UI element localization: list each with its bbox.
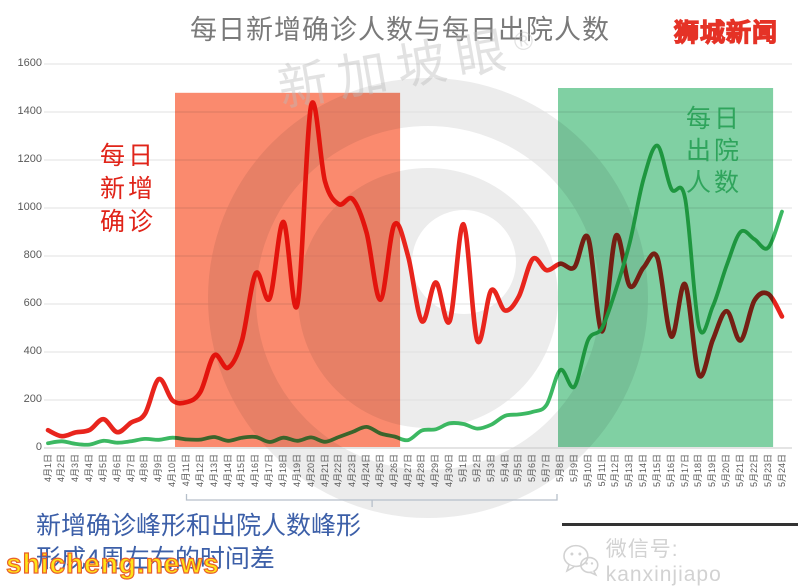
- caption-line: 新增确诊峰形和出院人数峰形: [36, 512, 362, 540]
- y-tick-label: 0: [35, 441, 42, 453]
- separator-line: [562, 523, 798, 526]
- y-tick-label: 400: [23, 345, 42, 357]
- x-tick-label: 4月8日: [139, 454, 150, 483]
- x-tick-label: 4月10日: [167, 454, 178, 488]
- x-tick-label: 4月15日: [236, 454, 247, 488]
- annotation-line: 新增: [100, 175, 157, 203]
- x-tick-label: 5月14日: [638, 454, 649, 488]
- page-title: 每日新增确诊人数与每日出院人数: [190, 15, 610, 45]
- x-tick-label: 4月24日: [361, 454, 372, 488]
- brand-logo: 狮城新闻: [673, 18, 779, 47]
- wechat-icon: [563, 544, 599, 577]
- y-tick-label: 800: [23, 249, 42, 261]
- x-tick-label: 4月21日: [319, 454, 330, 488]
- y-tick-label: 1000: [17, 201, 42, 213]
- annotation-line: 每日: [100, 142, 157, 170]
- x-tick-label: 5月13日: [624, 454, 635, 488]
- x-tick-label: 4月7日: [125, 454, 136, 483]
- x-tick-label: 5月20日: [721, 454, 732, 488]
- highlight-band-cases: [175, 92, 401, 448]
- x-tick-label: 4月30日: [444, 454, 455, 488]
- x-tick-label: 4月2日: [56, 454, 67, 483]
- y-tick-label: 600: [23, 297, 42, 309]
- x-tick-label: 5月8日: [554, 454, 565, 483]
- x-tick-label: 4月14日: [222, 454, 233, 488]
- x-tick-label: 5月24日: [776, 454, 787, 488]
- x-tick-label: 5月15日: [651, 454, 662, 488]
- x-tick-label: 4月28日: [416, 454, 427, 488]
- x-tick-label: 4月12日: [194, 454, 205, 488]
- x-tick-label: 5月21日: [735, 454, 745, 488]
- span-bracket: [185, 494, 558, 507]
- watermark-shicheng-news: shicheng.news: [5, 547, 220, 579]
- x-tick-label: 4月9日: [153, 454, 164, 483]
- x-tick-label: 5月16日: [665, 454, 676, 488]
- caption-time-gap: 新增确诊峰形和出院人数峰形 形成4周左右的时间差: [36, 510, 361, 576]
- x-tick-label: 4月23日: [347, 454, 358, 488]
- annotation-line: 人数: [686, 169, 743, 197]
- x-tick-label: 4月3日: [70, 454, 81, 483]
- x-tick-label: 4月16日: [250, 454, 261, 488]
- x-tick-label: 5月17日: [679, 454, 690, 488]
- highlight-band-discharged: [558, 88, 774, 447]
- x-tick-label: 5月12日: [610, 454, 621, 488]
- caption-line: 形成4周左右的时间差: [36, 545, 275, 573]
- x-tick-label: 4月26日: [388, 454, 399, 488]
- x-tick-label: 5月23日: [762, 454, 773, 488]
- x-tick-label: 4月20日: [305, 454, 316, 488]
- x-tick-label: 5月22日: [748, 454, 759, 488]
- annotation-line: 每日: [686, 105, 743, 133]
- x-tick-label: 5月6日: [527, 454, 538, 483]
- x-tick-label: 5月3日: [485, 454, 496, 483]
- x-tick-label: 4月29日: [430, 454, 441, 488]
- x-tick-label: 5月19日: [707, 454, 718, 488]
- x-tick-label: 5月10日: [582, 454, 593, 488]
- x-tick-label: 5月18日: [693, 454, 704, 488]
- x-tick-label: 5月7日: [541, 454, 552, 483]
- annotation-line: 确诊: [100, 208, 157, 236]
- x-tick-label: 5月11日: [596, 454, 607, 487]
- x-tick-label: 4月18日: [277, 454, 288, 488]
- x-tick-label: 4月19日: [291, 454, 302, 488]
- annotation-line: 出院: [686, 137, 743, 165]
- x-tick-label: 4月27日: [402, 454, 413, 488]
- line-chart: [44, 63, 792, 518]
- x-tick-label: 5月5日: [513, 454, 524, 483]
- x-tick-label: 5月2日: [471, 454, 482, 483]
- x-tick-label: 4月5日: [97, 454, 108, 483]
- x-tick-label: 4月13日: [208, 454, 219, 488]
- x-tick-label: 4月17日: [264, 454, 275, 488]
- y-tick-label: 1400: [17, 105, 42, 117]
- y-tick-label: 1200: [17, 153, 42, 165]
- x-tick-label: 4月1日: [42, 454, 53, 483]
- y-tick-label: 200: [23, 393, 42, 405]
- wechat-label: 微信号: kanxinjiapo: [605, 538, 722, 586]
- wechat-row: 微信号: kanxinjiapo: [562, 533, 800, 587]
- x-tick-label: 5月4日: [499, 454, 510, 483]
- annotation-daily-discharged: 每日 出院 人数: [686, 103, 742, 199]
- x-tick-label: 4月11日: [181, 454, 191, 487]
- x-tick-label: 5月1日: [458, 454, 468, 483]
- x-tick-label: 4月25日: [374, 454, 385, 488]
- x-tick-label: 4月4日: [84, 454, 95, 483]
- x-tick-label: 4月6日: [111, 454, 122, 483]
- x-tick-label: 4月22日: [333, 454, 344, 488]
- x-tick-label: 5月9日: [568, 454, 579, 483]
- annotation-daily-new-cases: 每日 新增 确诊: [100, 140, 156, 239]
- y-tick-label: 1600: [17, 57, 42, 69]
